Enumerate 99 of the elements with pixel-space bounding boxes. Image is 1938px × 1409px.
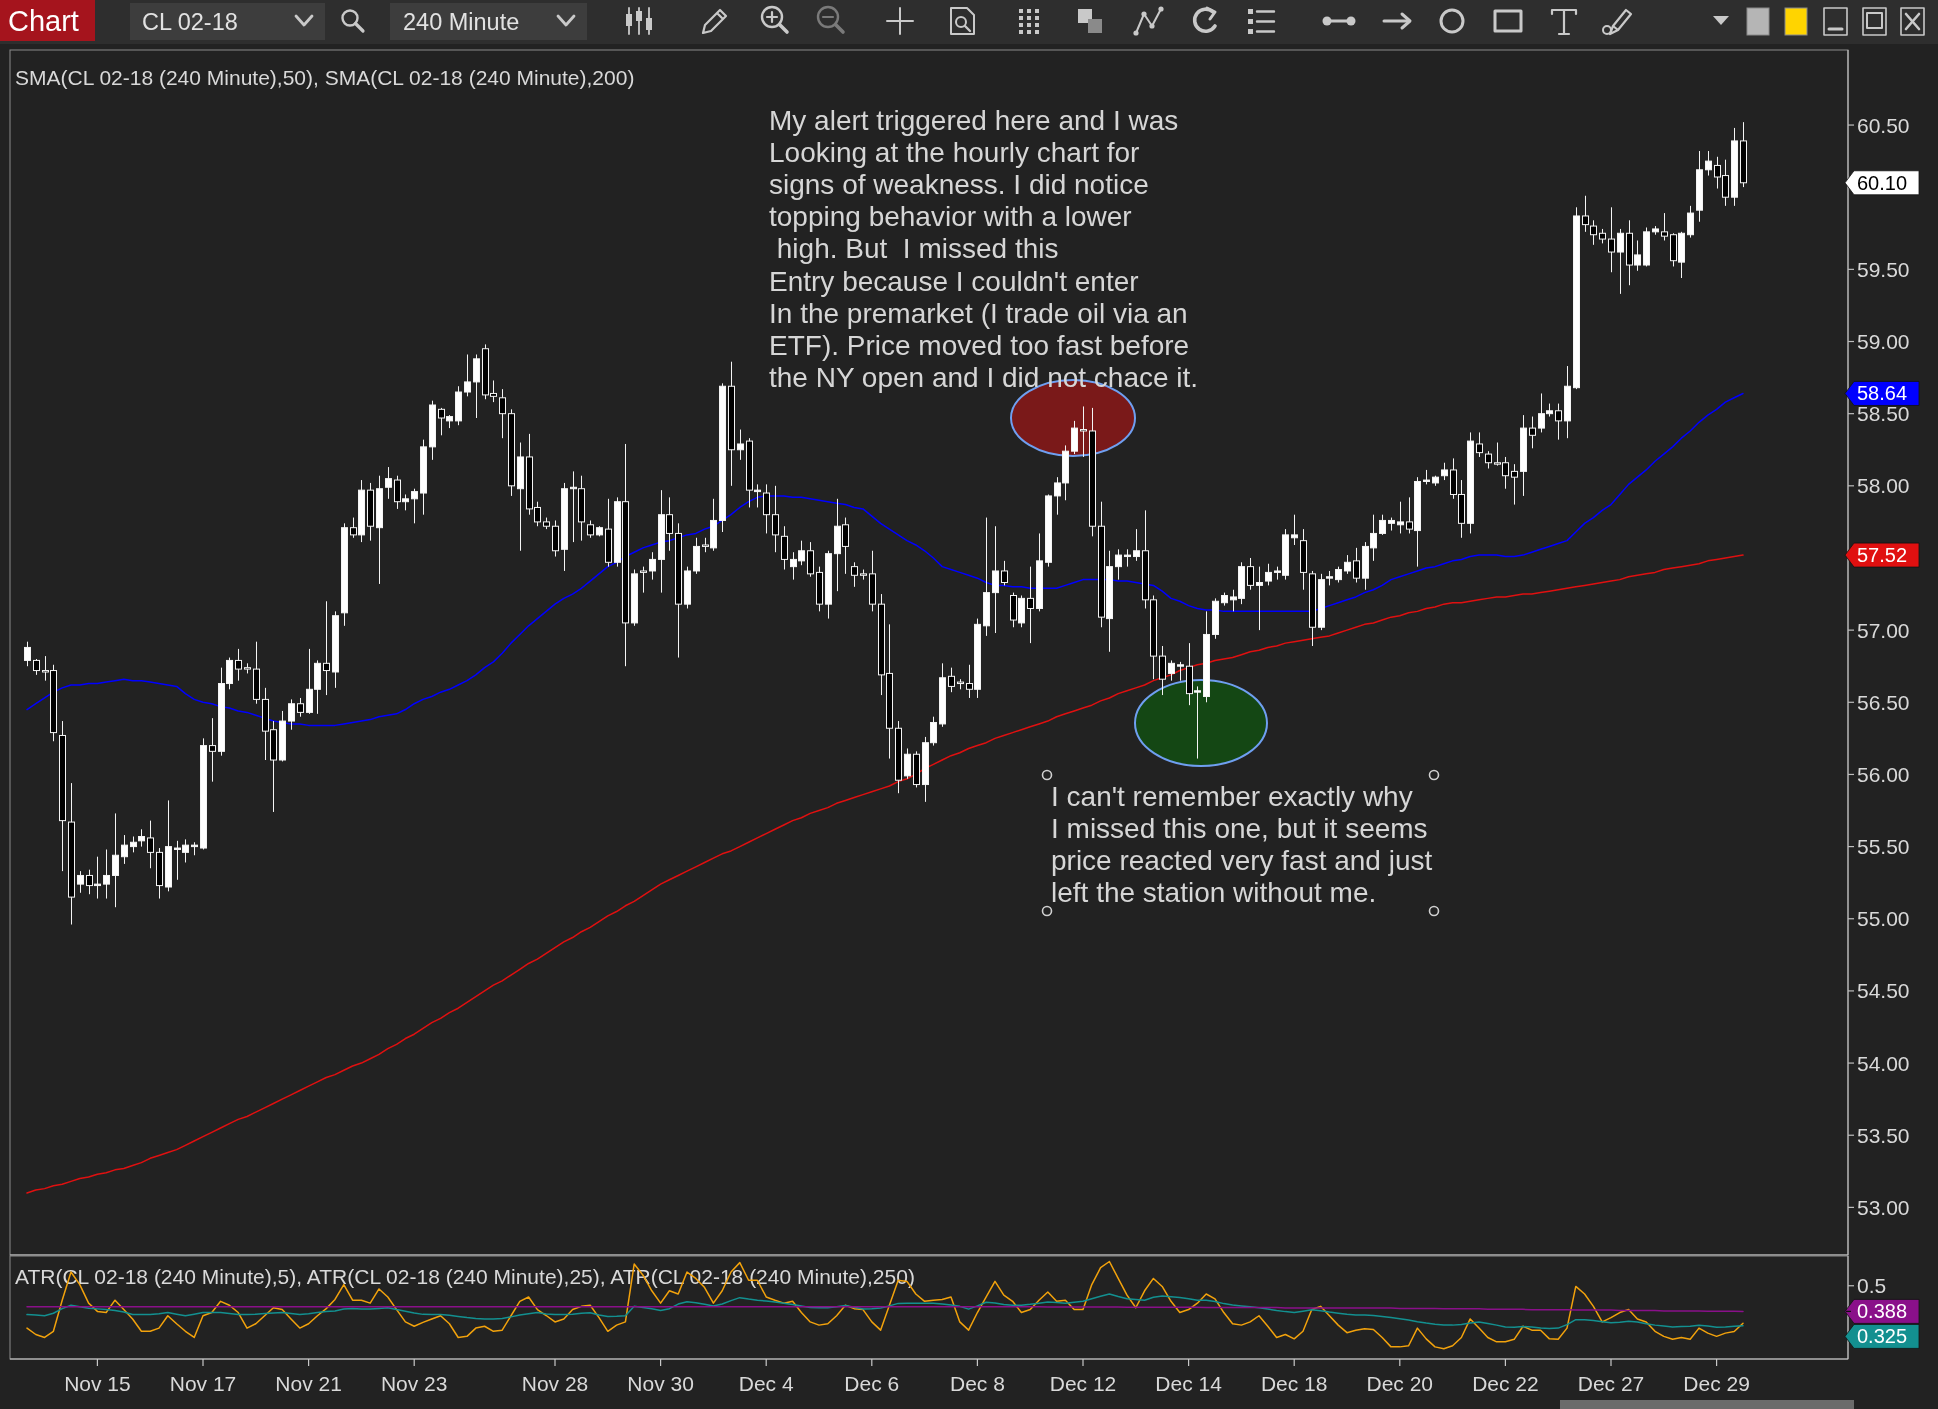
candlestick bbox=[649, 551, 656, 581]
candlestick bbox=[1080, 405, 1087, 458]
x-tick-label: Dec 14 bbox=[1155, 1372, 1223, 1395]
x-tick-label: Nov 23 bbox=[380, 1372, 448, 1395]
candlestick bbox=[1687, 205, 1694, 239]
candlestick bbox=[1661, 212, 1668, 241]
candlestick bbox=[1071, 420, 1078, 455]
candlestick bbox=[1511, 463, 1518, 506]
y-tick-label: 57.00 bbox=[1857, 618, 1910, 642]
text: 0.325 bbox=[1857, 1325, 1908, 1348]
x-tick-label: Dec 27 bbox=[1577, 1372, 1645, 1395]
candlestick bbox=[1265, 563, 1272, 586]
candlestick bbox=[103, 848, 110, 900]
chart-title: Chart bbox=[8, 5, 79, 37]
candlestick bbox=[1476, 431, 1483, 458]
y-tick-label: 58.00 bbox=[1857, 474, 1910, 498]
x-tick-label: Dec 6 bbox=[844, 1372, 900, 1395]
x-tick-label: Dec 8 bbox=[949, 1372, 1005, 1395]
candlestick bbox=[1027, 566, 1034, 644]
candlestick bbox=[1291, 514, 1298, 546]
x-tick-label: Dec 4 bbox=[738, 1372, 794, 1395]
text: SMA(CL 02-18 (240 Minute),50), SMA(CL 02-18 (240 Minute),200) bbox=[15, 66, 635, 89]
x-tick-label: Nov 21 bbox=[275, 1372, 342, 1395]
candlestick bbox=[1353, 547, 1360, 584]
candlestick bbox=[297, 697, 304, 718]
candlestick bbox=[112, 812, 119, 908]
y-tick-label: 56.00 bbox=[1857, 762, 1910, 786]
x-tick-label: Dec 20 bbox=[1366, 1372, 1434, 1395]
candlestick bbox=[288, 698, 295, 731]
annotation: I can't remember exactly why I missed this one, but it seems price reacted very fast and just left the station without me. bbox=[1051, 781, 1433, 909]
candlestick bbox=[772, 485, 779, 553]
candlestick bbox=[763, 483, 770, 534]
y-tick-label: 59.00 bbox=[1857, 330, 1910, 354]
y-tick-label: 60.50 bbox=[1857, 113, 1910, 137]
y-tick-label: 53.00 bbox=[1857, 1195, 1910, 1219]
candlestick bbox=[1001, 560, 1008, 586]
x-tick-label: Dec 18 bbox=[1260, 1372, 1328, 1395]
candlestick bbox=[499, 388, 506, 439]
y-tick-label: 59.50 bbox=[1857, 257, 1910, 281]
candlestick bbox=[209, 717, 216, 783]
candlestick bbox=[1590, 219, 1597, 246]
text: CL 02-18 bbox=[142, 9, 238, 35]
candlestick bbox=[1379, 514, 1386, 536]
candlestick bbox=[1177, 661, 1184, 682]
x-tick-label: Dec 22 bbox=[1472, 1372, 1539, 1395]
candlestick bbox=[411, 488, 418, 524]
candlestick bbox=[1344, 554, 1351, 575]
candlestick bbox=[781, 525, 788, 571]
text: 58.64 bbox=[1857, 382, 1908, 405]
candlestick bbox=[121, 834, 128, 865]
candlestick bbox=[24, 641, 31, 667]
candlestick bbox=[992, 525, 999, 634]
candlestick bbox=[640, 566, 647, 594]
candlestick bbox=[77, 870, 84, 894]
line-series bbox=[26, 554, 1744, 1194]
candlestick bbox=[147, 820, 154, 869]
candlestick bbox=[1256, 566, 1263, 631]
candlestick bbox=[1115, 548, 1122, 581]
x-tick-label: Dec 29 bbox=[1683, 1372, 1750, 1395]
x-tick-label: Nov 28 bbox=[521, 1372, 589, 1395]
candlestick bbox=[1247, 557, 1254, 591]
y-tick-label: 56.50 bbox=[1857, 690, 1910, 714]
y-tick-label: 55.00 bbox=[1857, 907, 1910, 931]
x-tick-label: Nov 15 bbox=[64, 1372, 131, 1395]
candlestick bbox=[948, 667, 955, 693]
candlestick bbox=[1159, 645, 1166, 696]
text: 60.10 bbox=[1857, 171, 1908, 194]
y-tick-label: 54.00 bbox=[1857, 1051, 1910, 1075]
y-tick-label: 58.50 bbox=[1857, 402, 1910, 426]
x-tick-label: Nov 17 bbox=[169, 1372, 237, 1395]
candlestick bbox=[385, 466, 392, 500]
candlestick bbox=[904, 747, 911, 780]
candlestick bbox=[1168, 659, 1175, 682]
line-series bbox=[26, 392, 1744, 727]
candlestick bbox=[464, 354, 471, 397]
x-tick-label: Dec 12 bbox=[1049, 1372, 1117, 1395]
candlestick bbox=[807, 541, 814, 578]
line-series bbox=[26, 1293, 1744, 1330]
text: 240 Minute bbox=[403, 9, 520, 35]
candlestick bbox=[1705, 150, 1712, 177]
y-tick-label: 55.50 bbox=[1857, 835, 1910, 859]
y-tick-label: 53.50 bbox=[1857, 1123, 1910, 1147]
candlestick bbox=[1397, 501, 1404, 534]
y-tick-label: 0.388 bbox=[1857, 1300, 1908, 1323]
candlestick bbox=[235, 648, 242, 682]
candlestick bbox=[473, 354, 480, 419]
candlestick bbox=[1529, 416, 1536, 449]
y-tick-label: 54.50 bbox=[1857, 979, 1910, 1003]
candlestick bbox=[851, 561, 858, 588]
candlestick bbox=[1555, 403, 1562, 441]
candlestick bbox=[1617, 228, 1624, 295]
candlestick bbox=[737, 429, 744, 461]
candlestick bbox=[1133, 528, 1140, 562]
candlestick bbox=[323, 600, 330, 696]
y-tick-label: 0.5 bbox=[1857, 1274, 1887, 1298]
x-tick-label: Nov 30 bbox=[627, 1372, 694, 1395]
candlestick bbox=[1608, 206, 1615, 273]
candlestick bbox=[1582, 195, 1589, 233]
text: 57.52 bbox=[1857, 544, 1908, 567]
